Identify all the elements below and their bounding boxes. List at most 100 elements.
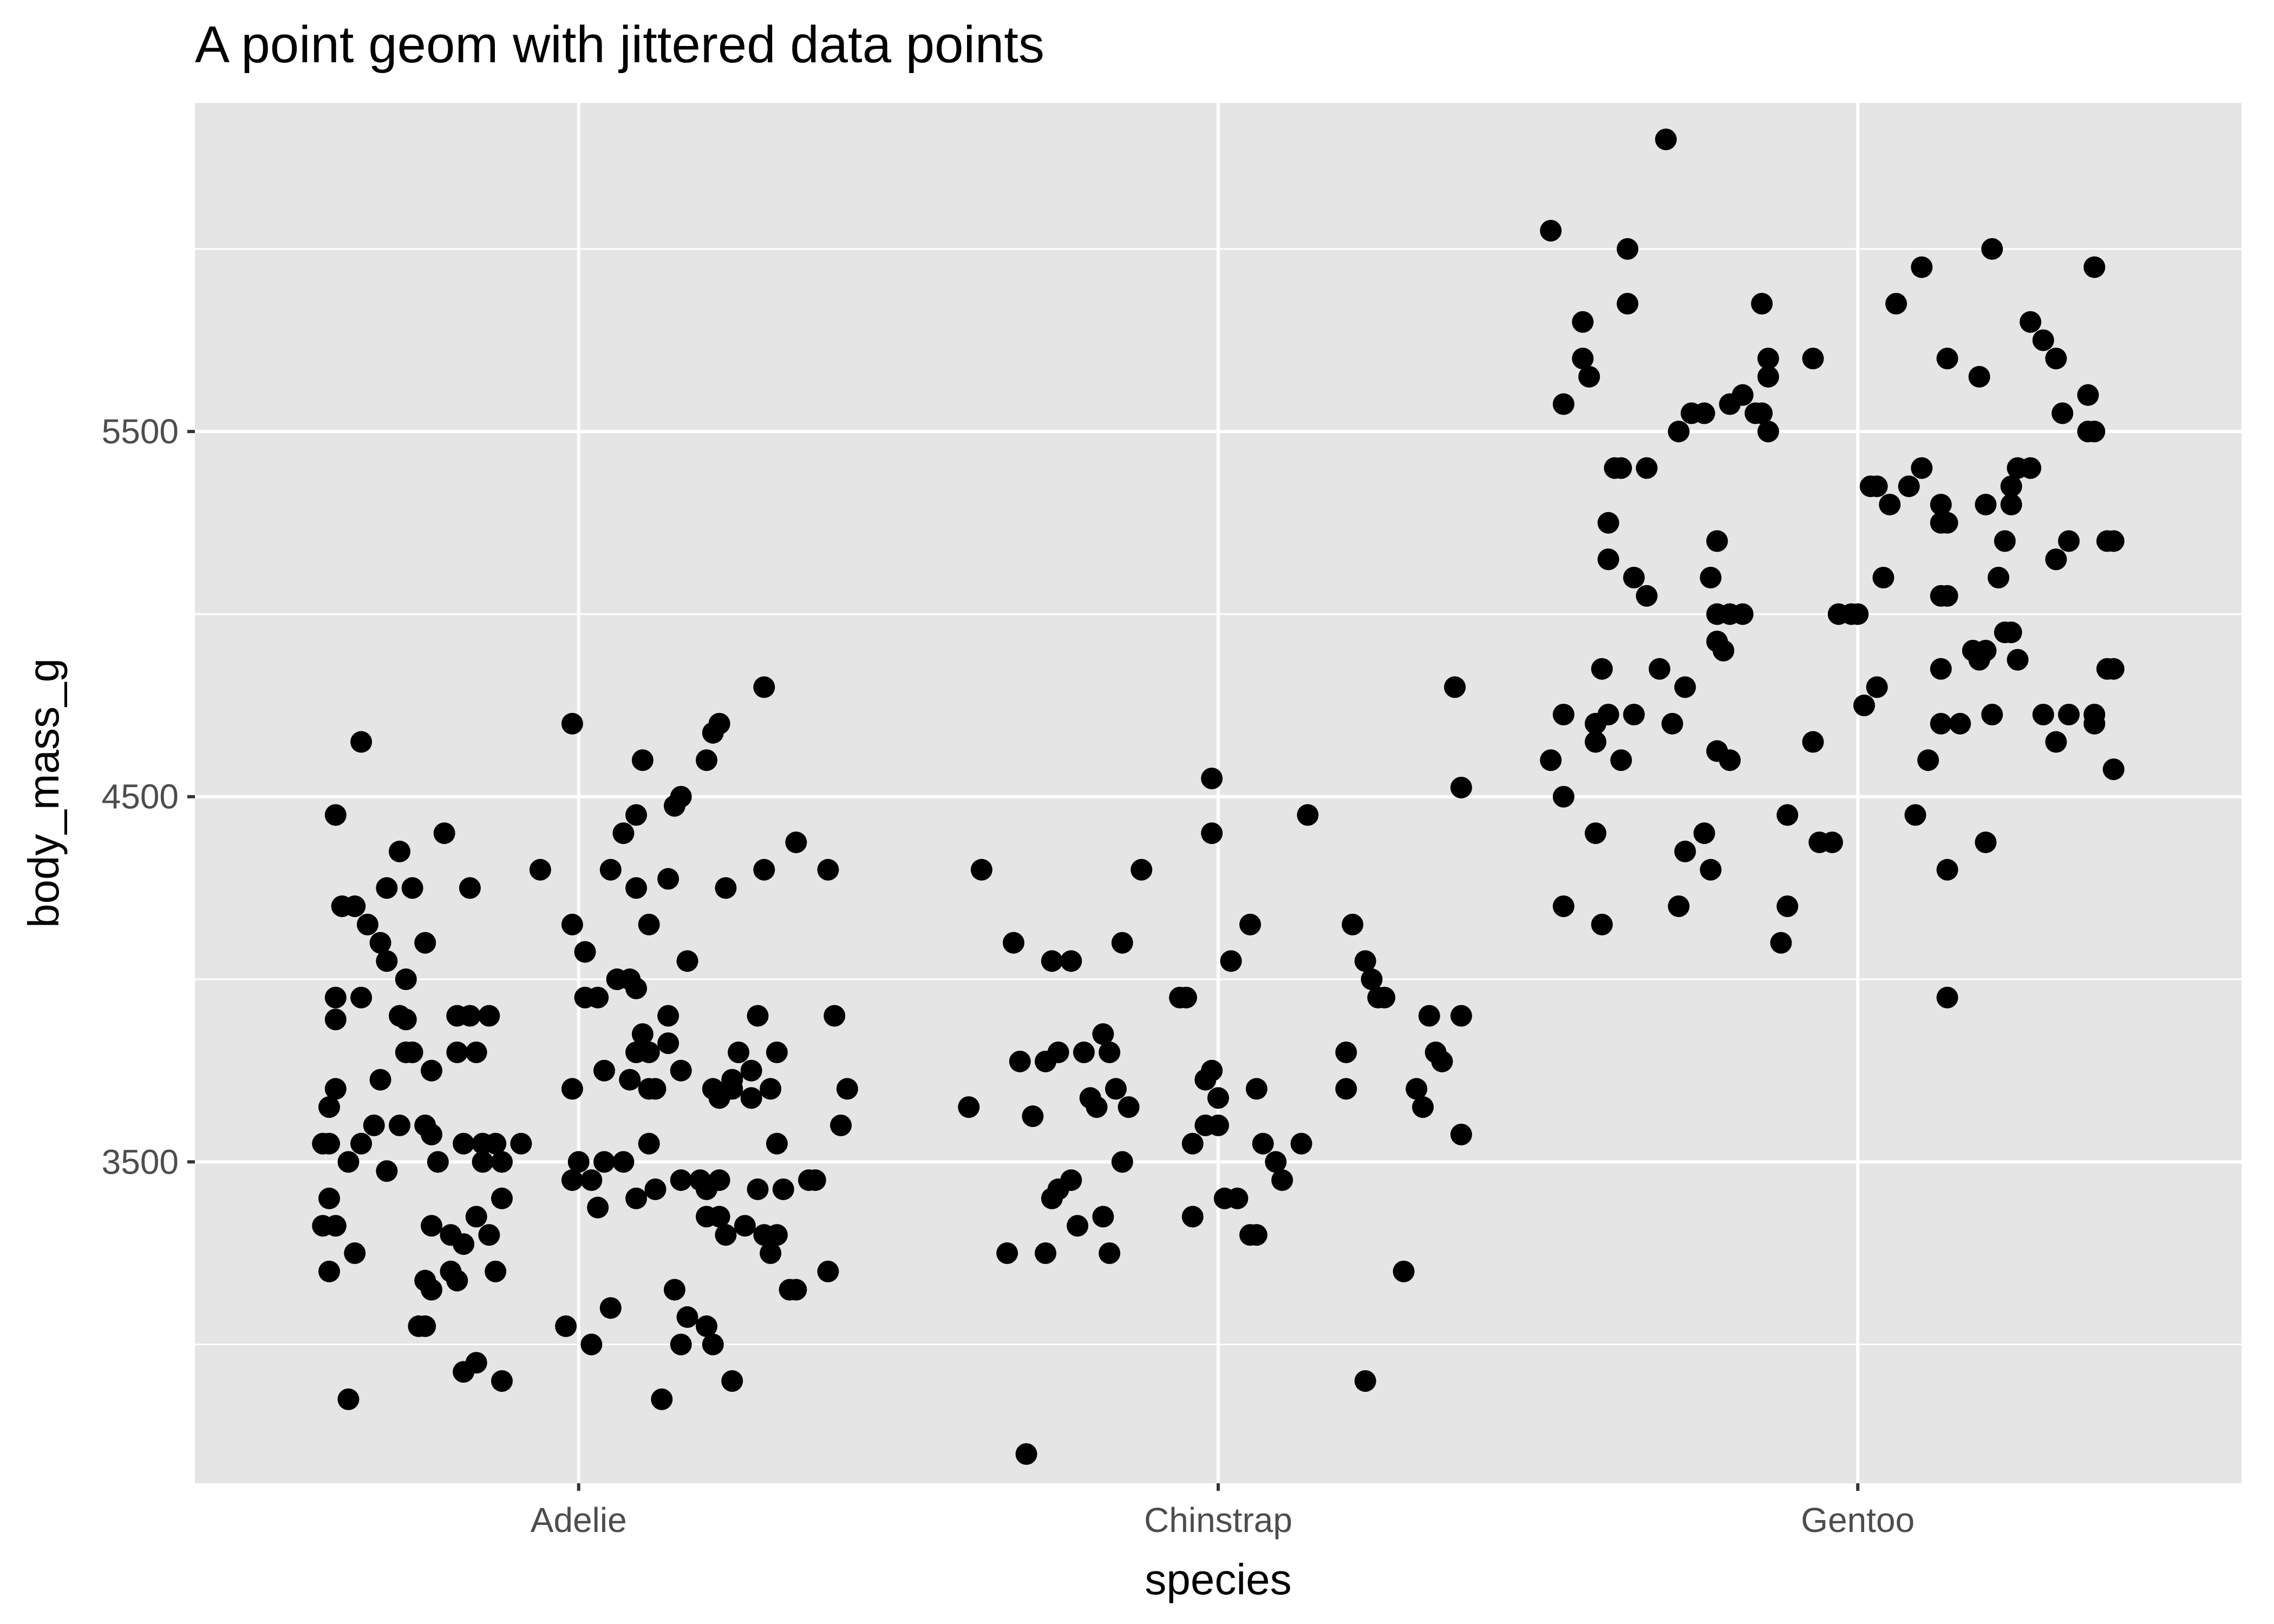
data-point bbox=[1297, 804, 1319, 826]
data-point bbox=[1540, 749, 1562, 771]
data-point bbox=[472, 1151, 494, 1173]
data-point bbox=[638, 913, 660, 935]
data-point bbox=[2007, 649, 2029, 671]
data-point bbox=[824, 1005, 846, 1027]
data-point bbox=[1207, 1087, 1229, 1109]
data-point bbox=[1668, 895, 1690, 918]
data-point bbox=[670, 1333, 692, 1355]
data-point bbox=[491, 1370, 513, 1392]
data-point bbox=[369, 1069, 391, 1091]
data-point bbox=[1936, 512, 1958, 534]
data-point bbox=[663, 795, 685, 817]
data-point bbox=[465, 1206, 487, 1228]
data-point bbox=[747, 1178, 769, 1200]
data-point bbox=[651, 1388, 673, 1410]
data-point bbox=[427, 1151, 449, 1173]
data-point bbox=[1431, 1050, 1453, 1072]
data-points bbox=[312, 128, 2125, 1465]
data-point bbox=[414, 1315, 436, 1337]
data-point bbox=[1265, 1151, 1287, 1173]
data-point bbox=[1342, 913, 1364, 935]
data-point bbox=[356, 913, 378, 935]
data-point bbox=[1617, 238, 1638, 260]
data-point bbox=[817, 859, 839, 881]
data-point bbox=[1636, 457, 1658, 479]
data-point bbox=[1450, 1123, 1472, 1145]
data-point bbox=[1444, 676, 1466, 698]
data-point bbox=[1936, 859, 1958, 881]
data-point bbox=[612, 1151, 635, 1173]
data-point bbox=[561, 712, 583, 735]
data-point bbox=[574, 986, 596, 1009]
y-tick-label: 3500 bbox=[102, 1142, 179, 1181]
data-point bbox=[1393, 1260, 1415, 1282]
data-point bbox=[1584, 712, 1606, 735]
data-point bbox=[363, 1114, 385, 1136]
data-point bbox=[1731, 384, 1754, 406]
data-point bbox=[337, 1151, 360, 1173]
data-point bbox=[1898, 475, 1920, 497]
data-point bbox=[1751, 293, 1773, 315]
data-point bbox=[1936, 348, 1958, 370]
data-point bbox=[478, 1005, 500, 1027]
data-point bbox=[1623, 566, 1645, 588]
data-point bbox=[625, 977, 648, 999]
data-point bbox=[453, 1233, 475, 1255]
data-point bbox=[395, 1009, 417, 1031]
data-point bbox=[715, 877, 737, 899]
data-point bbox=[1968, 365, 1990, 388]
data-point bbox=[446, 1269, 468, 1292]
data-point bbox=[587, 1196, 609, 1219]
data-point bbox=[631, 1023, 654, 1045]
data-point bbox=[1911, 256, 1933, 278]
data-point bbox=[478, 1224, 500, 1246]
data-point bbox=[1361, 968, 1383, 991]
data-point bbox=[676, 1306, 698, 1328]
data-point bbox=[1847, 603, 1869, 625]
data-point bbox=[1220, 950, 1242, 972]
data-point bbox=[1252, 1132, 1274, 1155]
data-point bbox=[1175, 986, 1197, 1009]
data-point bbox=[1930, 658, 1952, 680]
data-point bbox=[376, 950, 398, 972]
data-point bbox=[1591, 913, 1613, 935]
data-point bbox=[337, 1388, 360, 1410]
data-point bbox=[1022, 1105, 1044, 1128]
data-point bbox=[465, 1352, 487, 1374]
data-point bbox=[376, 877, 398, 899]
data-point bbox=[1226, 1187, 1249, 1209]
data-point bbox=[593, 1059, 615, 1082]
data-point bbox=[2000, 621, 2022, 644]
data-point bbox=[1450, 1005, 1472, 1027]
data-point bbox=[696, 1178, 717, 1200]
data-point bbox=[324, 1078, 347, 1100]
data-point bbox=[599, 859, 622, 881]
data-point bbox=[1118, 1096, 1140, 1118]
data-point bbox=[1035, 1050, 1057, 1072]
data-point bbox=[644, 1078, 666, 1100]
data-point bbox=[318, 1187, 341, 1209]
data-point bbox=[1009, 1050, 1031, 1072]
data-point bbox=[1207, 1114, 1229, 1136]
data-point bbox=[529, 859, 551, 881]
data-point bbox=[740, 1087, 762, 1109]
data-point bbox=[1713, 639, 1735, 662]
data-point bbox=[318, 1096, 341, 1118]
data-point bbox=[1181, 1206, 1204, 1228]
data-point bbox=[2020, 311, 2042, 333]
data-point bbox=[2102, 530, 2125, 552]
data-point bbox=[2032, 703, 2054, 725]
data-point bbox=[510, 1132, 532, 1155]
data-point bbox=[1418, 1005, 1440, 1027]
data-point bbox=[1802, 731, 1824, 753]
data-point bbox=[638, 1041, 660, 1063]
y-axis-label: body_mass_g bbox=[19, 658, 68, 928]
data-point bbox=[1003, 932, 1024, 954]
data-point bbox=[2077, 384, 2099, 406]
data-point bbox=[1578, 365, 1600, 388]
data-point bbox=[2083, 712, 2106, 735]
data-point bbox=[1099, 1041, 1121, 1063]
data-point bbox=[676, 950, 698, 972]
data-point bbox=[760, 1242, 782, 1264]
x-tick-label: Adelie bbox=[531, 1501, 627, 1540]
